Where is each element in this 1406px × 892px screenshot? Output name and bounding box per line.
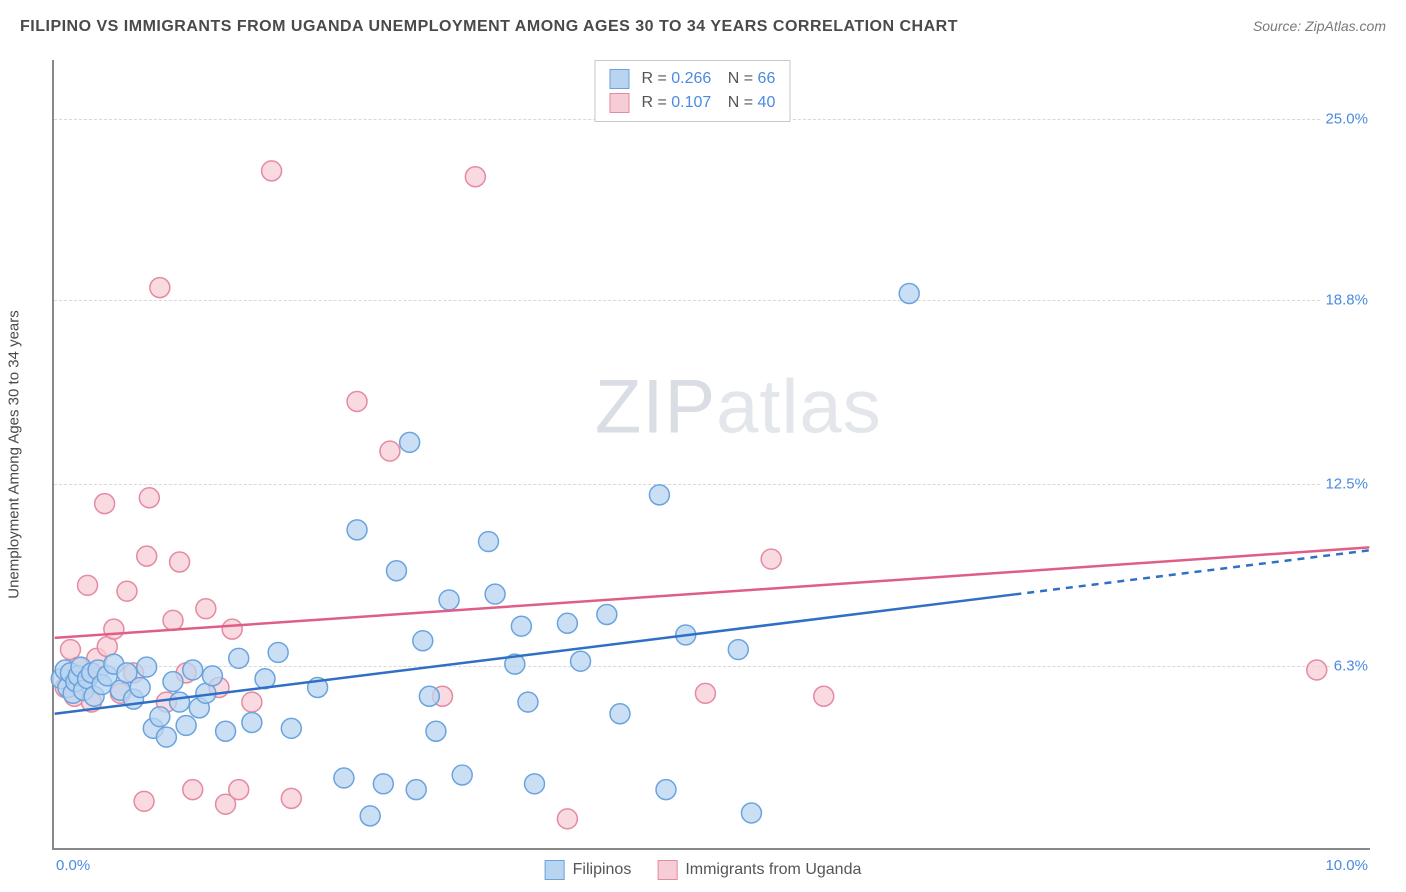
source-attribution: Source: ZipAtlas.com: [1253, 18, 1386, 34]
data-point: [406, 780, 426, 800]
data-point: [134, 791, 154, 811]
data-point: [439, 590, 459, 610]
plot-area: ZIPatlas 6.3%12.5%18.8%25.0% R = 0.266 N…: [52, 60, 1370, 850]
data-point: [899, 284, 919, 304]
data-point: [347, 520, 367, 540]
data-point: [222, 619, 242, 639]
data-point: [571, 651, 591, 671]
series-legend: Filipinos Immigrants from Uganda: [545, 860, 862, 880]
legend-item-filipinos: Filipinos: [545, 860, 632, 880]
data-point: [196, 599, 216, 619]
swatch-uganda: [609, 93, 629, 113]
swatch-filipinos-icon: [545, 860, 565, 880]
y-axis-label: Unemployment Among Ages 30 to 34 years: [6, 310, 23, 599]
data-point: [117, 581, 137, 601]
data-point: [525, 774, 545, 794]
chart-title: FILIPINO VS IMMIGRANTS FROM UGANDA UNEMP…: [20, 18, 958, 36]
data-point: [334, 768, 354, 788]
data-point: [814, 686, 834, 706]
data-point: [216, 721, 236, 741]
data-point: [268, 642, 288, 662]
data-point: [649, 485, 669, 505]
correlation-legend: R = 0.266 N = 66 R = 0.107 N = 40: [594, 60, 790, 122]
data-point: [695, 683, 715, 703]
data-point: [347, 391, 367, 411]
data-point: [183, 780, 203, 800]
data-point: [728, 640, 748, 660]
data-point: [242, 713, 262, 733]
data-point: [281, 788, 301, 808]
data-point: [163, 672, 183, 692]
data-point: [229, 780, 249, 800]
x-tick-right: 10.0%: [1325, 857, 1368, 874]
data-point: [380, 441, 400, 461]
legend-label-uganda: Immigrants from Uganda: [685, 861, 861, 879]
data-point: [281, 718, 301, 738]
data-point: [183, 660, 203, 680]
swatch-uganda-icon: [657, 860, 677, 880]
data-point: [170, 692, 190, 712]
data-point: [170, 552, 190, 572]
data-point: [104, 619, 124, 639]
data-point: [139, 488, 159, 508]
data-point: [176, 715, 196, 735]
data-point: [656, 780, 676, 800]
data-point: [360, 806, 380, 826]
data-point: [479, 532, 499, 552]
data-point: [741, 803, 761, 823]
data-point: [156, 727, 176, 747]
scatter-plot-svg: [54, 60, 1370, 848]
data-point: [452, 765, 472, 785]
data-point: [78, 575, 98, 595]
data-point: [1307, 660, 1327, 680]
data-point: [761, 549, 781, 569]
data-point: [163, 610, 183, 630]
data-point: [242, 692, 262, 712]
data-point: [150, 707, 170, 727]
data-point: [419, 686, 439, 706]
data-point: [387, 561, 407, 581]
regression-line: [55, 547, 1370, 637]
data-point: [518, 692, 538, 712]
data-point: [150, 278, 170, 298]
data-point: [400, 432, 420, 452]
axis-tick-mark: [1360, 848, 1370, 850]
data-point: [610, 704, 630, 724]
data-point: [557, 613, 577, 633]
data-point: [229, 648, 249, 668]
data-point: [426, 721, 446, 741]
data-point: [130, 678, 150, 698]
data-point: [137, 657, 157, 677]
data-point: [373, 774, 393, 794]
data-point: [95, 494, 115, 514]
data-point: [202, 666, 222, 686]
regression-line: [1014, 550, 1369, 594]
data-point: [485, 584, 505, 604]
legend-row-uganda: R = 0.107 N = 40: [609, 91, 775, 115]
data-point: [511, 616, 531, 636]
swatch-filipinos: [609, 69, 629, 89]
x-tick-left: 0.0%: [56, 857, 90, 874]
data-point: [597, 605, 617, 625]
data-point: [465, 167, 485, 187]
legend-row-filipinos: R = 0.266 N = 66: [609, 67, 775, 91]
data-point: [137, 546, 157, 566]
legend-item-uganda: Immigrants from Uganda: [657, 860, 861, 880]
data-point: [413, 631, 433, 651]
data-point: [557, 809, 577, 829]
legend-label-filipinos: Filipinos: [573, 861, 632, 879]
data-point: [262, 161, 282, 181]
